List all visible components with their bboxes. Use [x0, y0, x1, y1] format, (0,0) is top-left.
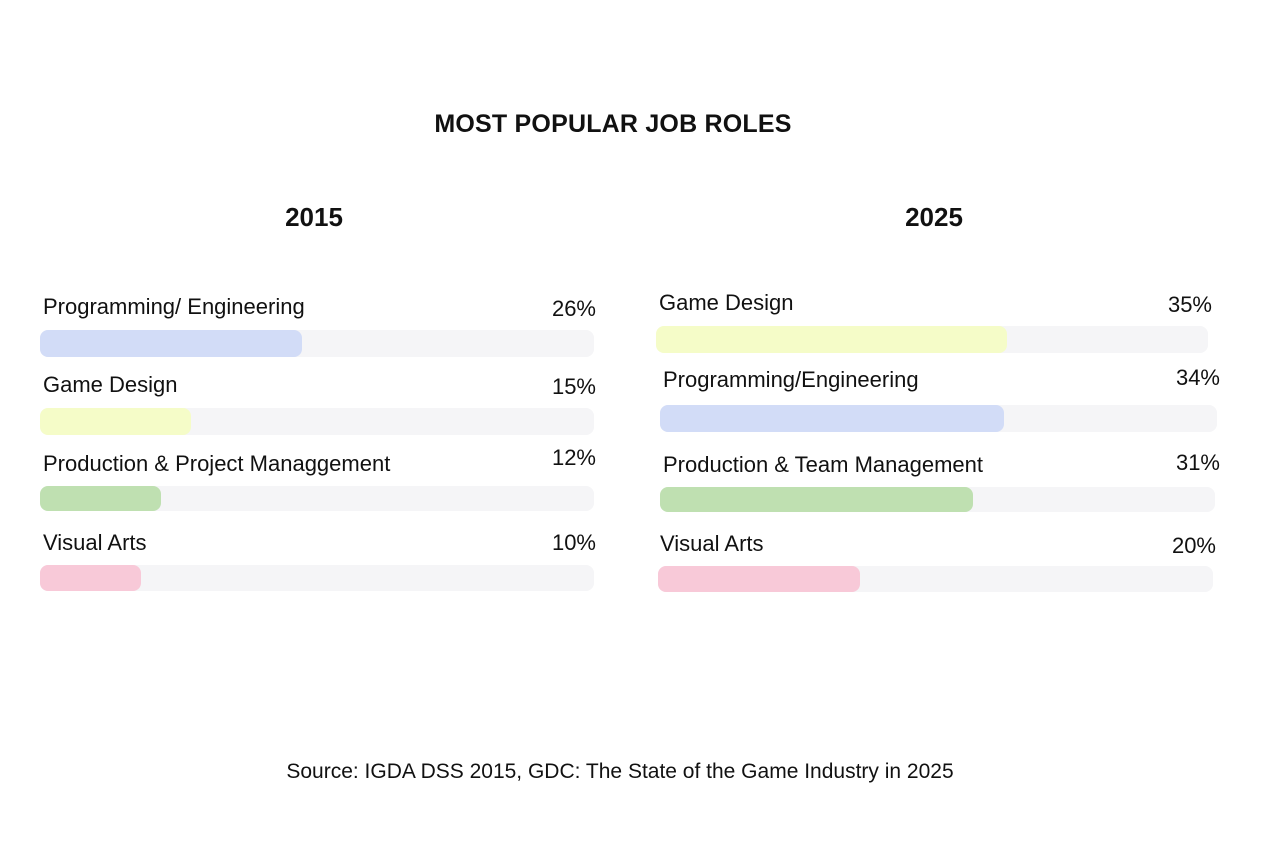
bar-label: Visual Arts — [43, 530, 147, 555]
bar-track — [40, 565, 594, 591]
bar-label: Game Design — [659, 290, 794, 315]
bar-value-label: 12% — [551, 445, 596, 470]
bar-track — [40, 486, 594, 511]
bar-track — [656, 326, 1208, 353]
bar-track — [40, 330, 594, 357]
panel-year: 2025 — [905, 202, 963, 232]
bar-label: Production & Team Management — [663, 452, 983, 477]
bar-track — [40, 408, 594, 435]
bar-value-label: 35% — [1167, 292, 1212, 317]
bar — [658, 566, 860, 592]
bar — [40, 565, 141, 591]
bar-row: Production & Project Managgement 12% — [40, 445, 596, 521]
bar-label: Game Design — [43, 372, 178, 397]
bar-row: Production & Team Management 31% — [660, 450, 1220, 522]
bar-label: Visual Arts — [660, 531, 764, 556]
bar-row: Game Design 35% — [656, 290, 1212, 360]
bar-value-label: 20% — [1171, 533, 1216, 558]
bar-row: Game Design 15% — [40, 372, 596, 442]
chart-title: MOST POPULAR JOB ROLES — [434, 110, 792, 138]
bar-label: Production & Project Managgement — [43, 451, 391, 476]
bar-label: Programming/Engineering — [663, 367, 919, 392]
bar-track — [660, 405, 1217, 432]
bar — [40, 486, 161, 511]
bar-track — [658, 566, 1213, 592]
bar-label: Programming/ Engineering — [43, 294, 305, 319]
bar — [660, 405, 1005, 432]
bar-row: Programming/Engineering 34% — [660, 365, 1220, 437]
bar — [40, 408, 192, 435]
bar — [40, 330, 302, 357]
bar-value-label: 15% — [551, 374, 596, 399]
bar-row: Visual Arts 10% — [40, 530, 596, 600]
bar-value-label: 34% — [1175, 365, 1220, 390]
bar — [660, 487, 973, 512]
bar-value-label: 26% — [551, 296, 596, 321]
bar-track — [660, 487, 1215, 512]
bar-row: Programming/ Engineering 26% — [40, 294, 596, 364]
chart-source: Source: IGDA DSS 2015, GDC: The State of… — [286, 760, 954, 783]
bar-row: Visual Arts 20% — [658, 531, 1216, 601]
bar — [656, 326, 1008, 353]
bar-value-label: 10% — [551, 530, 596, 555]
panel-year: 2015 — [285, 202, 343, 232]
bar-value-label: 31% — [1175, 450, 1220, 475]
